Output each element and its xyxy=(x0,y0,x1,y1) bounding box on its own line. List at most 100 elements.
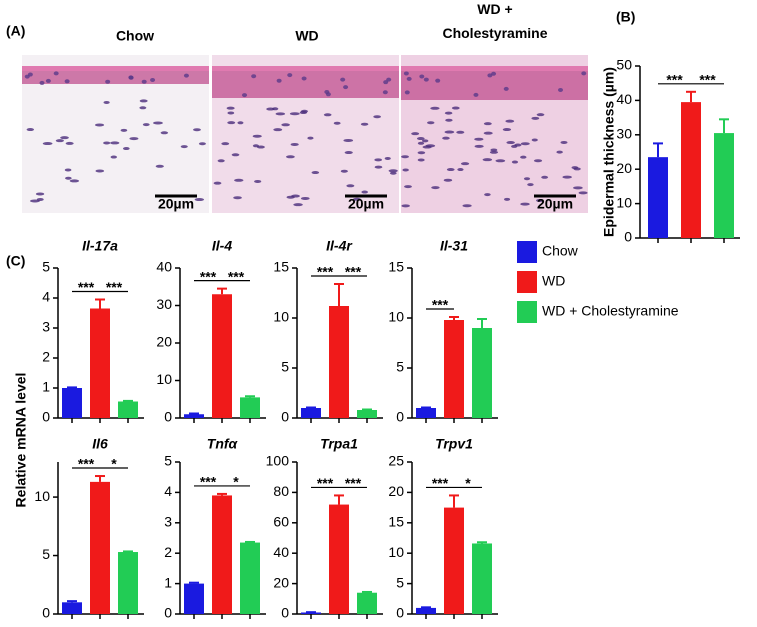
nucleus xyxy=(27,72,33,77)
y-tick-label: 20 xyxy=(273,574,289,590)
legend-label: WD + Cholestyramine xyxy=(542,303,679,319)
nucleus xyxy=(460,162,470,166)
nucleus xyxy=(340,77,346,82)
y-tick-label: 4 xyxy=(42,289,50,305)
bar xyxy=(212,294,232,418)
nucleus xyxy=(252,134,262,138)
y-tick-label: 0 xyxy=(281,409,289,425)
nucleus xyxy=(581,71,587,76)
nucleus xyxy=(94,123,105,127)
panel-label: (B) xyxy=(616,9,635,25)
bar xyxy=(240,542,260,614)
nucleus xyxy=(242,93,248,98)
nucleus xyxy=(491,71,497,76)
nucleus xyxy=(251,74,257,79)
bar xyxy=(472,328,492,418)
y-tick-label: 80 xyxy=(273,483,289,499)
nucleus xyxy=(430,106,440,110)
significance-label: *** xyxy=(317,475,334,491)
bar xyxy=(357,592,377,614)
nucleus xyxy=(523,177,531,181)
panel-label: (A) xyxy=(6,23,25,39)
nucleus xyxy=(531,138,538,142)
nucleus xyxy=(45,78,51,83)
nucleus xyxy=(421,139,429,143)
chart-title: Il-4 xyxy=(212,238,232,254)
nucleus xyxy=(346,184,355,188)
nucleus xyxy=(69,179,80,183)
y-tick-label: 15 xyxy=(388,514,404,530)
nucleus xyxy=(445,118,453,122)
nucleus xyxy=(386,77,392,82)
significance-label: *** xyxy=(200,474,217,490)
nucleus xyxy=(361,190,368,194)
nucleus xyxy=(180,145,188,149)
y-tick-label: 2 xyxy=(42,349,50,365)
nucleus xyxy=(411,132,420,136)
y-tick-label: 60 xyxy=(273,514,289,530)
nucleus xyxy=(541,175,549,179)
bar xyxy=(184,414,204,418)
y-tick-label: 25 xyxy=(388,453,404,469)
nucleus xyxy=(273,128,283,132)
nucleus xyxy=(495,159,506,163)
y-tick-label: 20 xyxy=(156,334,172,350)
nucleus xyxy=(382,90,388,95)
legend-label: Chow xyxy=(542,243,579,259)
chart-title: Il-4r xyxy=(326,238,353,254)
nucleus xyxy=(226,106,235,110)
bar xyxy=(90,308,110,418)
nucleus xyxy=(290,142,299,146)
y-tick-label: 5 xyxy=(42,546,50,562)
nucleus xyxy=(417,158,425,162)
nucleus xyxy=(343,138,354,142)
nucleus xyxy=(213,181,222,185)
legend-label: WD xyxy=(542,273,565,289)
y-tick-label: 1 xyxy=(42,379,50,395)
y-tick-label: 0 xyxy=(42,605,50,621)
y-tick-label: 40 xyxy=(156,259,172,275)
stratum xyxy=(212,66,399,71)
label-line: Cholestyramine xyxy=(442,25,547,41)
nucleus xyxy=(520,155,527,159)
significance-label: *** xyxy=(432,475,449,491)
nucleus xyxy=(506,141,515,145)
chart-title: Il-31 xyxy=(440,238,468,254)
significance-label: * xyxy=(233,474,239,490)
nucleus xyxy=(504,197,511,201)
nucleus xyxy=(483,131,493,135)
epidermis xyxy=(212,70,399,98)
nucleus xyxy=(237,121,244,125)
nucleus xyxy=(153,121,163,125)
nucleus xyxy=(402,168,409,172)
bar xyxy=(301,408,321,418)
bar xyxy=(301,612,321,614)
nucleus xyxy=(252,144,260,148)
nucleus xyxy=(511,160,519,164)
bar xyxy=(357,410,377,418)
nucleus xyxy=(272,107,279,111)
nucleus xyxy=(110,141,120,145)
nucleus xyxy=(473,92,479,97)
nucleus xyxy=(281,123,290,127)
y-tick-label: 5 xyxy=(164,453,172,469)
nucleus xyxy=(39,80,45,85)
y-tick-label: 10 xyxy=(388,309,404,325)
bar xyxy=(212,495,232,614)
nucleus xyxy=(141,79,147,84)
y-tick-label: 4 xyxy=(164,483,172,499)
histology-images: WD + Cholestyramine 20µm 20µm 20µm xyxy=(22,1,588,213)
nucleus xyxy=(388,169,398,173)
nucleus xyxy=(487,73,493,78)
significance-label: *** xyxy=(699,72,716,88)
bar xyxy=(648,157,668,238)
nucleus xyxy=(520,202,530,206)
significance-label: *** xyxy=(666,72,683,88)
nucleus xyxy=(502,128,512,132)
stratum xyxy=(22,66,209,71)
nucleus xyxy=(221,142,230,146)
nucleus xyxy=(53,71,59,76)
significance-label: *** xyxy=(106,279,123,295)
y-tick-label: 10 xyxy=(273,309,289,325)
